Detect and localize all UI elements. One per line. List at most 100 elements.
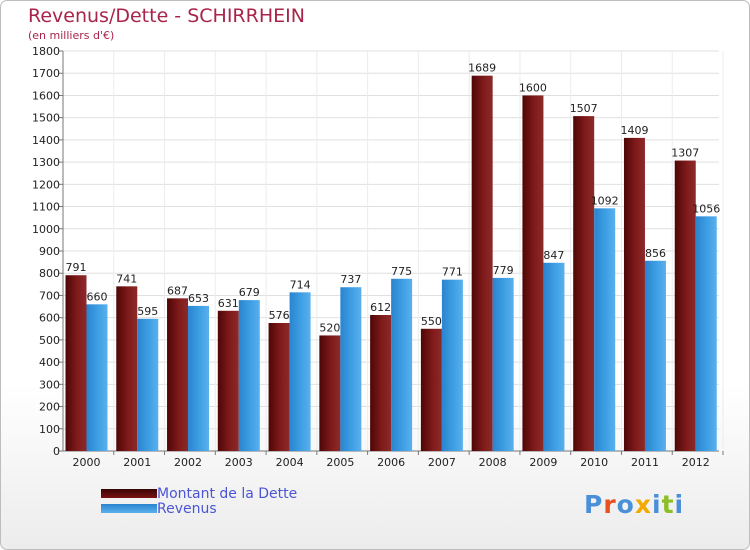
logo-letter: t bbox=[661, 490, 675, 519]
y-tick-label: 700 bbox=[39, 289, 60, 302]
legend-swatch-debt bbox=[101, 489, 157, 498]
bar-revenus bbox=[340, 287, 362, 451]
data-label-debt: 1689 bbox=[468, 62, 496, 75]
bar-debt bbox=[471, 75, 493, 452]
bar-revenus bbox=[86, 304, 108, 451]
y-tick-label: 600 bbox=[39, 312, 60, 325]
data-label-debt: 631 bbox=[218, 297, 239, 310]
y-tick-label: 0 bbox=[53, 445, 60, 458]
bar-debt bbox=[623, 137, 645, 451]
y-tick-label: 1200 bbox=[32, 178, 60, 191]
y-tick-label: 1400 bbox=[32, 134, 60, 147]
x-tick-label: 2005 bbox=[326, 456, 354, 469]
y-tick-label: 1700 bbox=[32, 67, 60, 80]
bar-debt bbox=[319, 335, 341, 451]
x-tick-label: 2002 bbox=[174, 456, 202, 469]
bar-revenus bbox=[391, 278, 413, 451]
bars bbox=[65, 75, 717, 452]
bar-revenus bbox=[695, 216, 717, 451]
x-tick-label: 2003 bbox=[225, 456, 253, 469]
x-axis: 2000 2001 2002 2003 2004 2005 2006 2007 2008 2009… bbox=[73, 451, 724, 469]
bar-debt bbox=[116, 286, 138, 451]
data-label-debt: 1600 bbox=[519, 81, 547, 94]
data-label-debt: 612 bbox=[370, 301, 391, 314]
bar-revenus bbox=[644, 260, 666, 451]
data-label-debt: 550 bbox=[421, 315, 442, 328]
logo-letter: i bbox=[674, 490, 685, 519]
y-tick-label: 200 bbox=[39, 401, 60, 414]
logo-letter: r bbox=[603, 490, 617, 519]
x-tick-label: 2012 bbox=[682, 456, 710, 469]
proxiti-logo: Proxiti bbox=[584, 490, 684, 519]
bar-revenus bbox=[188, 305, 210, 451]
logo-letter: P bbox=[584, 490, 604, 519]
data-label-debt: 741 bbox=[116, 272, 137, 285]
y-tick-label: 800 bbox=[39, 267, 60, 280]
x-tick-label: 2001 bbox=[123, 456, 151, 469]
bar-revenus bbox=[492, 277, 514, 451]
data-label-debt: 1507 bbox=[570, 102, 598, 115]
x-tick-label: 2007 bbox=[428, 456, 456, 469]
bar-debt bbox=[573, 116, 595, 451]
data-label-debt: 791 bbox=[66, 261, 87, 274]
bar-debt bbox=[522, 95, 544, 451]
y-tick-label: 1100 bbox=[32, 201, 60, 214]
chart-title: Revenus/Dette - SCHIRRHEIN bbox=[28, 5, 305, 27]
bar-debt bbox=[268, 323, 290, 451]
data-label-debt: 576 bbox=[269, 309, 290, 322]
data-label-revenus: 1092 bbox=[591, 194, 619, 207]
data-label-debt: 1409 bbox=[620, 124, 648, 137]
data-label-revenus: 714 bbox=[290, 278, 311, 291]
bar-debt bbox=[370, 315, 392, 451]
bar-debt bbox=[217, 310, 239, 451]
bar-debt bbox=[167, 298, 189, 451]
bar-revenus bbox=[289, 292, 311, 451]
x-tick-label: 2009 bbox=[529, 456, 557, 469]
data-label-revenus: 660 bbox=[87, 290, 108, 303]
legend-swatch-revenus bbox=[101, 504, 157, 513]
y-tick-label: 900 bbox=[39, 245, 60, 258]
bar-debt bbox=[65, 275, 87, 451]
bar-revenus bbox=[543, 262, 565, 451]
y-tick-label: 1800 bbox=[32, 45, 60, 58]
y-tick-label: 100 bbox=[39, 423, 60, 436]
y-tick-label: 300 bbox=[39, 378, 60, 391]
y-tick-label: 1600 bbox=[32, 89, 60, 102]
x-tick-label: 2006 bbox=[377, 456, 405, 469]
logo-letter: i bbox=[652, 490, 662, 519]
data-label-debt: 687 bbox=[167, 284, 188, 297]
bar-debt bbox=[674, 160, 696, 452]
data-label-revenus: 856 bbox=[645, 247, 666, 260]
data-label-revenus: 771 bbox=[442, 266, 463, 279]
bar-revenus bbox=[594, 208, 616, 451]
data-label-debt: 1307 bbox=[671, 147, 699, 160]
y-tick-label: 1500 bbox=[32, 112, 60, 125]
logo-letter: x bbox=[634, 490, 652, 519]
y-tick-label: 400 bbox=[39, 356, 60, 369]
x-tick-label: 2000 bbox=[73, 456, 101, 469]
data-label-revenus: 779 bbox=[493, 264, 514, 277]
x-tick-label: 2010 bbox=[580, 456, 608, 469]
data-label-revenus: 775 bbox=[391, 265, 412, 278]
legend-label-revenus: Revenus bbox=[157, 501, 217, 517]
x-tick-label: 2004 bbox=[276, 456, 304, 469]
data-label-debt: 520 bbox=[319, 321, 340, 334]
bar-revenus bbox=[137, 318, 159, 451]
legend-label-debt: Montant de la Dette bbox=[157, 486, 298, 502]
bar-revenus bbox=[441, 279, 463, 451]
y-tick-label: 500 bbox=[39, 334, 60, 347]
y-tick-label: 1300 bbox=[32, 156, 60, 169]
y-tick-label: 1000 bbox=[32, 223, 60, 236]
data-label-revenus: 1056 bbox=[692, 202, 720, 215]
data-label-revenus: 737 bbox=[340, 273, 361, 286]
logo-letter: o bbox=[616, 490, 635, 519]
data-label-revenus: 595 bbox=[137, 305, 158, 318]
chart-subtitle: (en milliers d'€) bbox=[28, 29, 115, 42]
bar-revenus bbox=[238, 300, 260, 451]
data-label-revenus: 847 bbox=[543, 249, 564, 262]
x-tick-label: 2011 bbox=[631, 456, 659, 469]
x-tick-label: 2008 bbox=[479, 456, 507, 469]
